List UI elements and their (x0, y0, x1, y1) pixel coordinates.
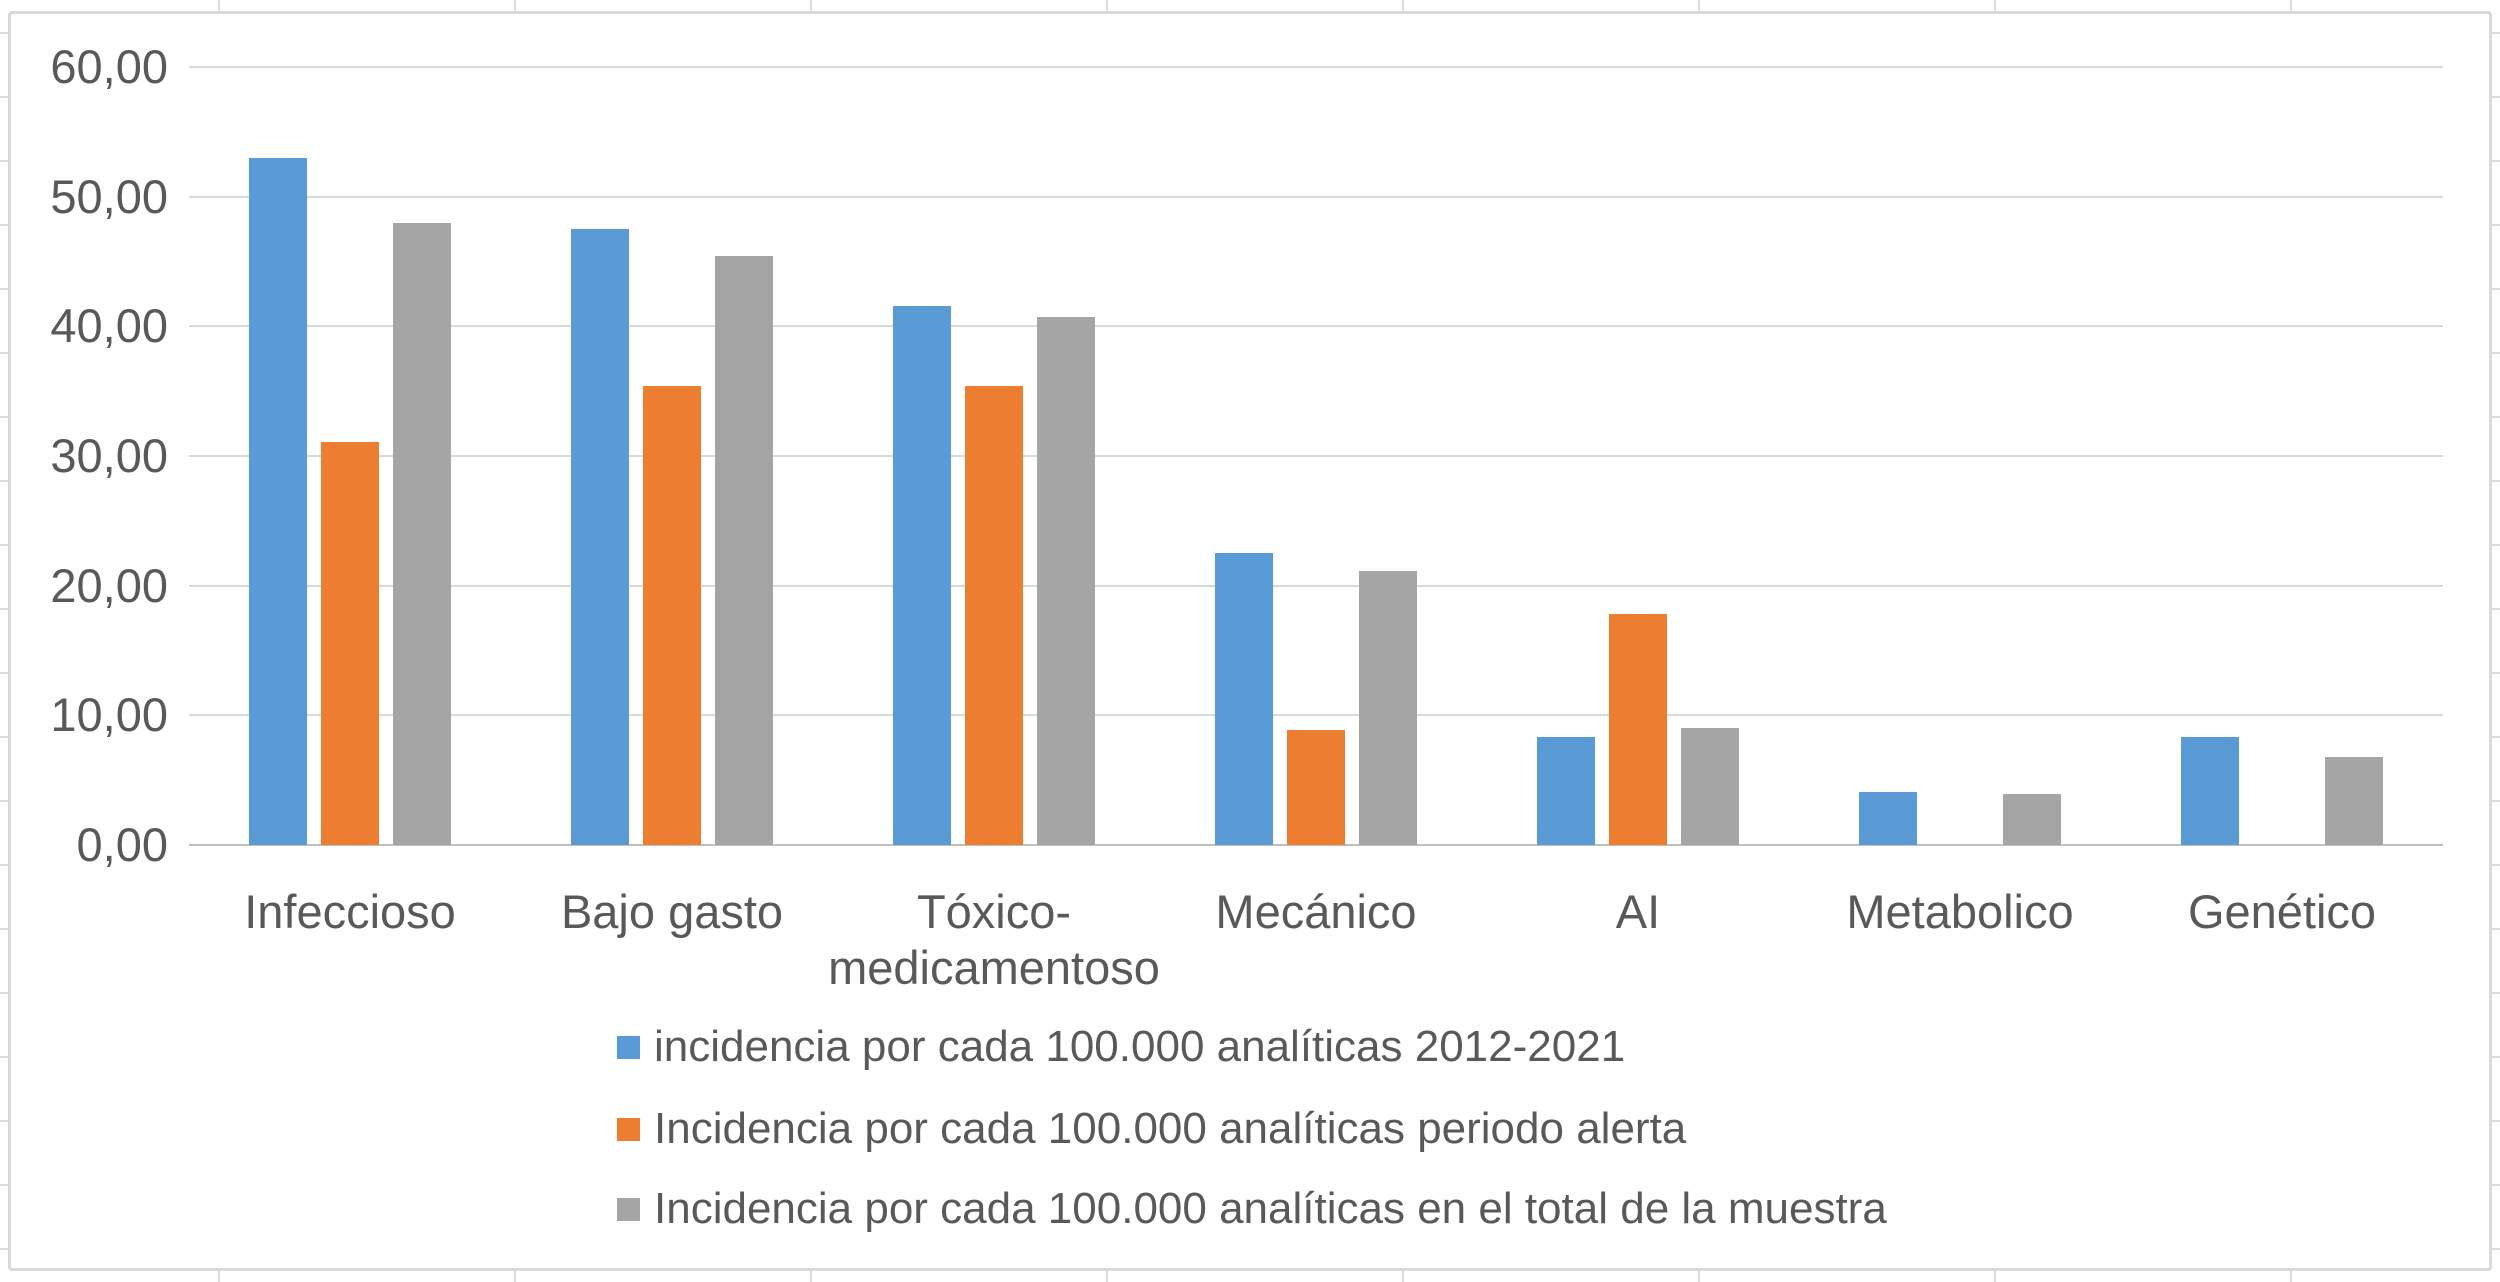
x-category-label: Mecánico (1215, 885, 1417, 938)
horizontal-gridline (189, 584, 2443, 587)
legend-swatch-icon (617, 1197, 640, 1221)
bar-series1-Bajo gasto (571, 229, 629, 845)
bar-series3-Tóxico-medicamentoso (1037, 317, 1095, 845)
legend-label: Incidencia por cada 100.000 analíticas p… (654, 1104, 1687, 1153)
bar-series2-Mecánico (1287, 729, 1345, 845)
legend-item: Incidencia por cada 100.000 analíticas e… (617, 1181, 1887, 1237)
x-category-label: Genético (2187, 885, 2377, 938)
x-axis-line (189, 844, 2443, 846)
bar-series2-AI (1609, 614, 1667, 845)
x-category-label: Bajo gasto (560, 885, 784, 938)
legend-swatch-icon (617, 1035, 640, 1059)
y-tick-label: 60,00 (50, 39, 168, 93)
x-category-label: Tóxico-medicamentoso (828, 885, 1160, 994)
bar-series3-Mecánico (1359, 571, 1417, 845)
bar-series1-Infeccioso (249, 157, 307, 845)
x-category-label: AI (1615, 885, 1661, 938)
bar-series1-Genético (2181, 737, 2239, 845)
x-category-label: Infeccioso (244, 885, 456, 938)
chart-object: 0,00 10,00 20,00 30,00 40,00 50,00 60,00 Infec… (8, 11, 2492, 1271)
bar-series1-Mecánico (1215, 553, 1273, 845)
legend-label: Incidencia por cada 100.000 analíticas e… (654, 1184, 1887, 1233)
bar-series2-Tóxico-medicamentoso (965, 385, 1023, 845)
y-tick-label: 30,00 (50, 428, 168, 482)
x-category-label: Metabolico (1846, 885, 2074, 938)
y-tick-label: 20,00 (50, 558, 168, 612)
bar-series3-Infeccioso (393, 222, 451, 845)
chart-area: 0,00 10,00 20,00 30,00 40,00 50,00 60,00 Infec… (11, 14, 2489, 1268)
bar-series1-Tóxico-medicamentoso (893, 305, 951, 845)
bar-series2-Bajo gasto (643, 385, 701, 845)
bar-series1-AI (1537, 737, 1595, 845)
legend-item: Incidencia por cada 100.000 analíticas p… (617, 1101, 1686, 1157)
bar-series3-AI (1681, 728, 1739, 845)
legend-label: incidencia por cada 100.000 analíticas 2… (654, 1022, 1626, 1071)
legend-swatch-icon (617, 1117, 640, 1141)
legend-item: incidencia por cada 100.000 analíticas 2… (617, 1019, 1625, 1075)
horizontal-gridline (189, 195, 2443, 198)
y-tick-label: 50,00 (50, 169, 168, 223)
horizontal-gridline (189, 65, 2443, 68)
y-tick-label: 40,00 (50, 299, 168, 353)
horizontal-gridline (189, 714, 2443, 717)
y-tick-label: 10,00 (50, 688, 168, 742)
horizontal-gridline (189, 325, 2443, 328)
bar-series1-Metabolico (1859, 791, 1917, 845)
bar-series3-Bajo gasto (715, 256, 773, 845)
horizontal-gridline (189, 454, 2443, 457)
bar-series2-Infeccioso (321, 441, 379, 845)
bar-series3-Metabolico (2003, 794, 2061, 845)
bar-series3-Genético (2325, 756, 2383, 845)
y-tick-label: 0,00 (76, 818, 168, 871)
